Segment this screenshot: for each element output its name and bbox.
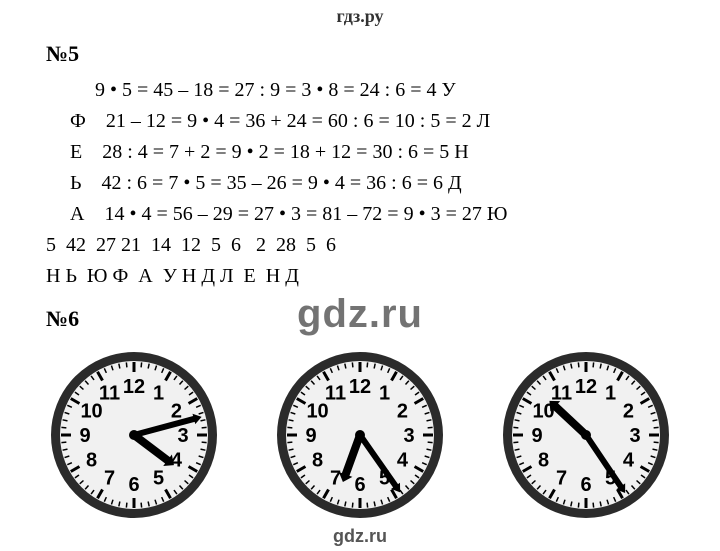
svg-text:9: 9 [531,425,542,447]
svg-text:9: 9 [79,425,90,447]
svg-text:7: 7 [330,467,341,489]
ex5-line-2-text: 28 : 4 = 7 + 2 = 9 • 2 = 18 + 12 = 30 : … [102,141,469,163]
clock-3: 123456789101112 [486,350,686,520]
svg-text:2: 2 [623,401,634,423]
svg-text:8: 8 [86,450,97,472]
ex5-numbers-row: 5 42 27 21 14 12 5 6 2 28 5 6 [46,230,720,261]
ex5-letters-row: Н Ь Ю Ф А У Н Д Л Е Н Д [46,261,720,292]
svg-text:1: 1 [379,383,390,405]
svg-text:1: 1 [153,383,164,405]
svg-text:9: 9 [305,425,316,447]
svg-text:2: 2 [397,401,408,423]
svg-text:4: 4 [623,450,635,472]
svg-text:12: 12 [123,376,145,398]
svg-text:6: 6 [580,474,591,496]
ex5-line-3-text: 42 : 6 = 7 • 5 = 35 – 26 = 9 • 4 = 36 : … [101,172,461,194]
svg-text:5: 5 [153,467,164,489]
svg-text:3: 3 [177,425,188,447]
ex5-line-2-prefix: Е [70,141,82,163]
svg-text:8: 8 [538,450,549,472]
svg-text:1: 1 [605,383,616,405]
exercise-5-body: 9 • 5 = 45 – 18 = 27 : 9 = 3 • 8 = 24 : … [70,75,720,230]
ex5-line-1-text: 21 – 12 = 9 • 4 = 36 + 24 = 60 : 6 = 10 … [106,110,490,132]
svg-text:6: 6 [354,474,365,496]
site-header: гдз.ру [0,0,720,27]
watermark: gdz.ru [297,292,423,337]
svg-text:8: 8 [312,450,323,472]
svg-text:12: 12 [349,376,371,398]
svg-text:11: 11 [325,383,346,405]
svg-text:6: 6 [128,474,139,496]
ex5-line-0: 9 • 5 = 45 – 18 = 27 : 9 = 3 • 8 = 24 : … [70,75,720,106]
ex5-line-2: Е 28 : 4 = 7 + 2 = 9 • 2 = 18 + 12 = 30 … [70,137,720,168]
ex5-line-4: А 14 • 4 = 56 – 29 = 27 • 3 = 81 – 72 = … [70,199,720,230]
ex5-line-3: Ь 42 : 6 = 7 • 5 = 35 – 26 = 9 • 4 = 36 … [70,168,720,199]
ex5-line-4-text: 14 • 4 = 56 – 29 = 27 • 3 = 81 – 72 = 9 … [104,203,507,225]
svg-text:2: 2 [171,401,182,423]
ex5-line-3-prefix: Ь [70,172,81,194]
ex5-line-1: Ф 21 – 12 = 9 • 4 = 36 + 24 = 60 : 6 = 1… [70,106,720,137]
ex5-line-1-prefix: Ф [70,110,86,132]
site-footer: gdz.ru [0,526,720,547]
svg-text:3: 3 [403,425,414,447]
svg-text:3: 3 [629,425,640,447]
svg-text:7: 7 [104,467,115,489]
ex5-line-0-text: 9 • 5 = 45 – 18 = 27 : 9 = 3 • 8 = 24 : … [95,79,456,101]
ex5-line-4-prefix: А [70,203,84,225]
clock-1: 123456789101112 [34,350,234,520]
svg-text:12: 12 [575,376,597,398]
svg-text:7: 7 [556,467,567,489]
clock-2: 123456789101112 [260,350,460,520]
exercise-5-title: №5 [46,41,720,67]
clocks-row: 123456789101112 123456789101112 12345678… [0,340,720,520]
svg-text:4: 4 [397,450,409,472]
svg-text:11: 11 [99,383,120,405]
